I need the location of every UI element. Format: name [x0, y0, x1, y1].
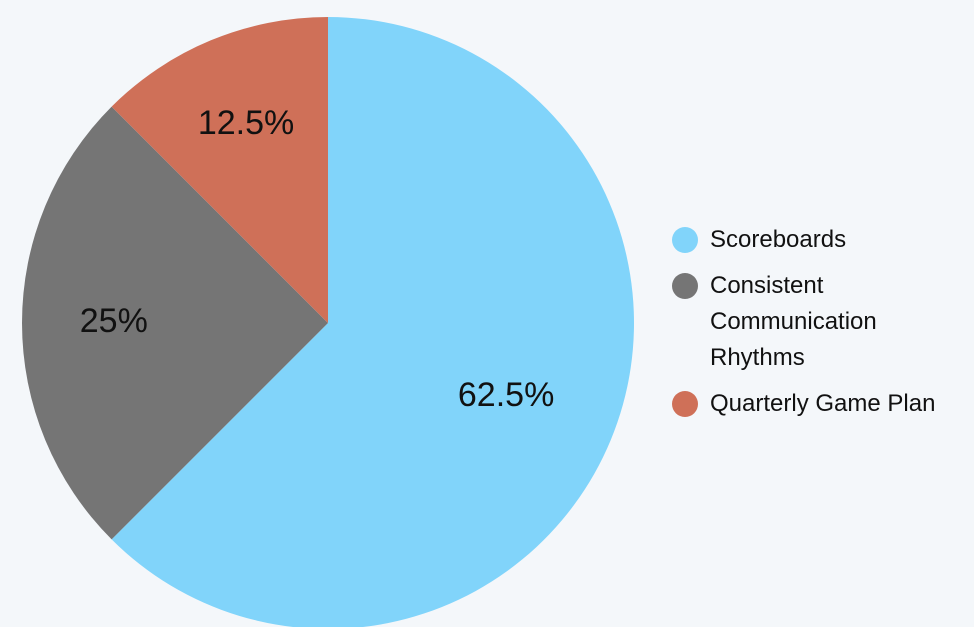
legend-item: Quarterly Game Plan	[672, 386, 972, 422]
pie-slice	[21, 106, 328, 540]
legend-swatch	[672, 391, 698, 417]
pie-slice	[111, 17, 328, 323]
pie-slice	[111, 17, 634, 627]
legend-item: Scoreboards	[672, 222, 972, 258]
legend-label: Consistent Communication Rhythms	[710, 272, 877, 371]
legend: Scoreboards Consistent Communication Rhyt…	[672, 222, 972, 432]
legend-label: Quarterly Game Plan	[710, 390, 936, 417]
slice-label: 62.5%	[458, 376, 554, 414]
slice-label: 12.5%	[198, 104, 294, 142]
legend-item: Consistent Communication Rhythms	[672, 268, 972, 376]
legend-swatch	[672, 273, 698, 299]
legend-swatch	[672, 227, 698, 253]
slice-label: 25%	[80, 302, 148, 340]
legend-label: Scoreboards	[710, 226, 847, 253]
